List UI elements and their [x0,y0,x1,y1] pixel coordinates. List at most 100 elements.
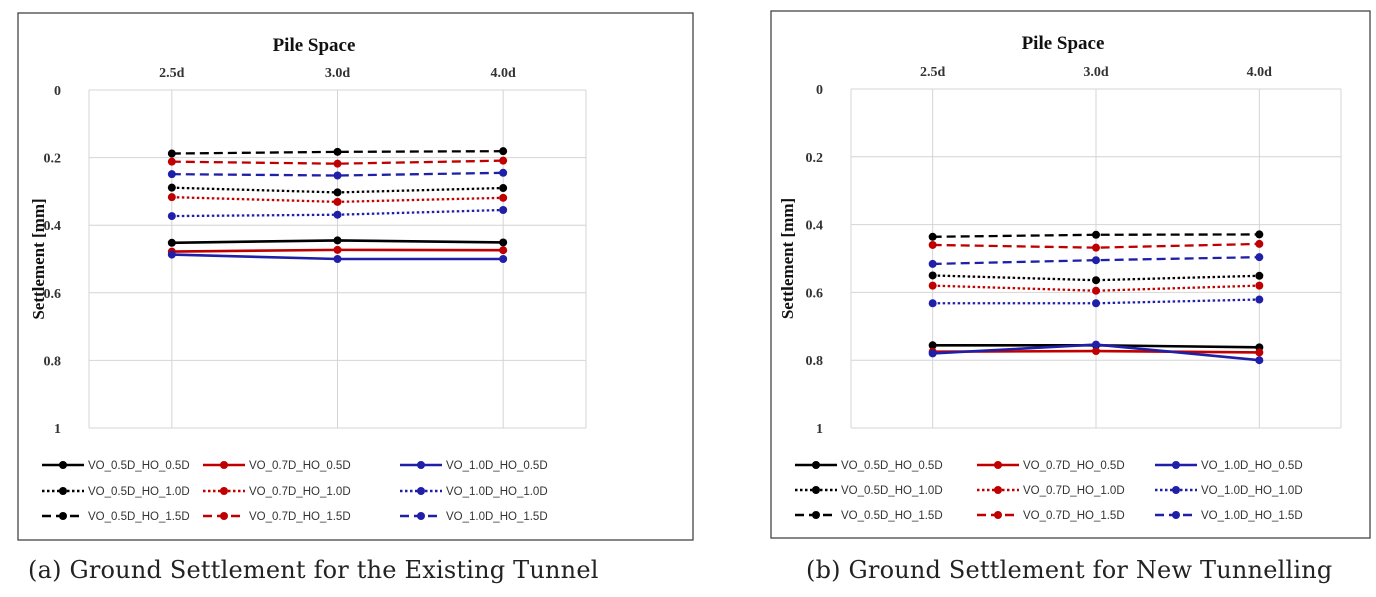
legend-label: VO_0.5D_HO_1.0D [841,485,943,497]
legend-swatch-marker [1172,511,1180,519]
data-point [167,238,176,247]
y-tick-label: 1 [54,422,61,437]
legend-swatch-marker [417,461,425,469]
data-point [1092,256,1100,265]
series-VO_1.0D_HO_1.5D [928,253,1264,268]
data-point [1092,276,1100,285]
legend-label: VO_0.5D_HO_1.0D [88,486,190,498]
data-point [333,159,342,168]
chart-frame [770,10,1371,539]
legend-entry: VO_1.0D_HO_1.0D [1155,485,1303,497]
data-point [333,255,342,263]
data-point [333,188,342,197]
data-point [333,197,342,206]
data-point [499,184,508,193]
series-line [932,284,1260,292]
series-VO_1.0D_HO_1.0D [167,205,508,221]
legend-entry: VO_0.5D_HO_1.0D [42,486,190,498]
data-point [928,349,937,358]
data-point [499,168,508,177]
legend-label: VO_0.7D_HO_1.5D [1023,510,1125,522]
legend-entry: VO_0.5D_HO_1.5D [42,511,190,523]
data-point [167,212,176,221]
x-tick-label: 3.0d [325,66,351,81]
x-tick-label: 4.0d [491,66,517,81]
data-point [1255,281,1264,290]
legend-swatch-marker [812,486,820,494]
data-point [928,259,937,268]
data-point [167,183,176,192]
data-point [1255,356,1264,365]
caption-existing-tunnel: (a) Ground Settlement for the Existing T… [28,556,599,584]
legend-label: VO_1.0D_HO_0.5D [1201,460,1303,472]
legend-entry: VO_1.0D_HO_0.5D [400,460,548,472]
series-VO_1.0D_HO_0.5D [928,340,1264,365]
data-point [167,193,176,202]
legend-entry: VO_0.5D_HO_0.5D [795,460,943,472]
chart-title: Pile Space [273,35,356,56]
series-line [932,298,1260,305]
y-tick-label: 0.6 [806,286,824,301]
series-VO_0.7D_HO_1.0D [928,281,1264,295]
legend-entry: VO_0.5D_HO_0.5D [42,460,190,472]
legend-label: VO_1.0D_HO_1.5D [1201,510,1303,522]
legend-entry: VO_0.7D_HO_1.5D [977,510,1125,522]
legend-swatch-marker [59,461,67,469]
data-point [928,341,937,350]
y-tick-label: 0.2 [806,151,824,166]
legend-swatch-marker [220,461,228,469]
legend-entry: VO_0.7D_HO_1.5D [203,511,351,523]
data-point [499,205,508,214]
data-point [1092,230,1100,239]
y-axis-label: Settlement [mm] [29,198,48,319]
x-tick-label: 2.5d [159,66,185,81]
legend-swatch-marker [812,461,820,469]
series-VO_1.0D_HO_0.5D [167,250,508,263]
series-VO_0.5D_HO_1.5D [928,230,1264,241]
legend-entry: VO_0.7D_HO_0.5D [977,460,1125,472]
data-point [1255,230,1264,239]
data-point [1255,348,1264,357]
legend-swatch-marker [1172,486,1180,494]
data-point [1255,271,1264,280]
data-point [1255,295,1264,304]
y-axis-label: Settlement [mm] [778,198,797,319]
x-tick-label: 2.5d [920,65,946,80]
series-VO_0.7D_HO_1.0D [167,193,508,206]
legend-entry: VO_1.0D_HO_1.5D [400,511,548,523]
chart-frame [17,12,694,541]
caption-new-tunnelling: (b) Ground Settlement for New Tunnelling [806,556,1333,584]
legend-label: VO_0.7D_HO_0.5D [249,460,351,472]
legend-label: VO_0.7D_HO_1.0D [1023,485,1125,497]
data-point [333,147,342,156]
series-VO_0.5D_HO_1.0D [167,183,508,197]
legend-entry: VO_0.7D_HO_0.5D [203,460,351,472]
legend-swatch-marker [812,511,820,519]
data-point [1255,253,1264,262]
data-point [167,149,176,158]
data-point [1092,347,1100,356]
legend-label: VO_0.5D_HO_1.5D [841,510,943,522]
legend-label: VO_0.7D_HO_1.5D [249,511,351,523]
legend-label: VO_0.7D_HO_1.0D [249,486,351,498]
legend-entry: VO_0.7D_HO_1.0D [977,485,1125,497]
data-point [167,250,176,259]
data-point [928,299,937,308]
chart-title: Pile Space [1022,33,1105,54]
y-tick-label: 0 [54,84,61,99]
chart-panel-a: 0 0.2 0.4 0.6 0.8 1 2.5d 3.0d 4.0d Pile Space Sett… [17,12,694,584]
legend-entry: VO_1.0D_HO_0.5D [1155,460,1303,472]
legend-label: VO_0.7D_HO_0.5D [1023,460,1125,472]
data-point [499,147,508,156]
data-point [1255,239,1264,248]
legend-label: VO_0.5D_HO_0.5D [88,460,190,472]
legend-label: VO_1.0D_HO_0.5D [446,460,548,472]
legend-swatch-marker [220,487,228,495]
legend-entry: VO_0.5D_HO_1.5D [795,510,943,522]
data-point [333,171,342,180]
series-VO_0.7D_HO_1.5D [167,156,508,168]
y-tick-label: 0.2 [44,152,62,167]
x-tick-label: 4.0d [1247,65,1273,80]
data-point [499,246,508,255]
data-point [167,170,176,179]
